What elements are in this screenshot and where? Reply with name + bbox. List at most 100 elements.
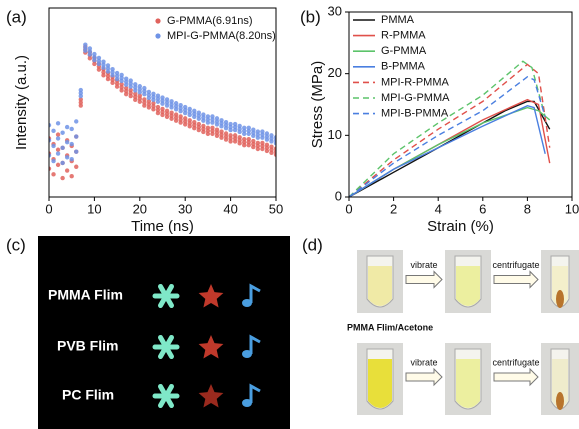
data-point	[219, 121, 224, 126]
data-point	[137, 99, 142, 104]
data-point	[205, 125, 211, 131]
data-point	[214, 116, 220, 121]
data-point	[133, 82, 138, 87]
data-point	[196, 110, 202, 115]
data-point	[232, 127, 238, 133]
plot: 0 2 4 6 8 10 0 10 20 30 Strain (%) Stress (MPa) PMMA…	[309, 3, 579, 235]
data-point	[237, 135, 242, 140]
axes-frame	[348, 11, 573, 198]
y-axis-label: Intensity (a.u.)	[13, 55, 30, 150]
data-point	[255, 143, 261, 149]
data-point	[196, 124, 202, 130]
data-point	[260, 132, 265, 137]
data-point	[101, 73, 106, 78]
data-point	[201, 118, 206, 123]
data-point	[264, 145, 270, 151]
data-point	[246, 136, 251, 142]
data-point	[119, 88, 124, 93]
data-point	[55, 121, 61, 126]
data-point	[60, 145, 65, 151]
data-point	[114, 70, 120, 76]
data-point	[192, 108, 197, 114]
data-point	[264, 134, 270, 139]
data-point	[169, 110, 174, 115]
data-point	[228, 121, 233, 127]
data-point	[160, 95, 165, 100]
data-point	[223, 137, 229, 142]
data-point	[205, 114, 211, 119]
x-tick-label: 50	[269, 201, 283, 216]
note-stem	[249, 334, 261, 354]
data-point	[146, 102, 152, 107]
data-point	[119, 82, 124, 87]
data-point	[219, 135, 224, 140]
data-point	[151, 101, 156, 106]
data-point	[251, 130, 256, 135]
data-point	[164, 108, 170, 114]
liquid	[368, 266, 392, 306]
data-point	[60, 130, 65, 135]
legend-label: G-PMMA	[381, 45, 427, 57]
data-point	[260, 143, 265, 149]
data-point	[242, 125, 247, 131]
data-point	[228, 133, 233, 138]
note-stem	[249, 383, 261, 403]
data-point	[123, 88, 129, 94]
data-point	[55, 151, 61, 156]
y-tick-label: 10	[328, 127, 342, 142]
x-tick-label: 20	[133, 201, 147, 216]
data-point	[214, 127, 220, 132]
data-point	[178, 102, 183, 108]
sediment	[556, 392, 564, 410]
axes-frame	[48, 7, 277, 198]
data-point	[264, 131, 270, 136]
data-point	[173, 101, 179, 106]
x-tick-label: 6	[479, 201, 486, 216]
data-point	[269, 147, 274, 152]
data-point	[183, 122, 188, 127]
data-point	[164, 100, 170, 105]
data-point	[101, 65, 106, 70]
x-tick-label: 40	[223, 201, 237, 216]
data-point	[255, 132, 261, 137]
data-point	[228, 136, 233, 141]
data-point	[142, 91, 147, 97]
data-point	[246, 131, 251, 137]
data-point	[123, 79, 129, 84]
data-point	[114, 81, 120, 86]
data-point	[228, 139, 233, 144]
data-point	[210, 120, 215, 125]
y-tick-label: 30	[328, 3, 342, 18]
data-point	[237, 129, 242, 135]
data-point	[160, 98, 165, 103]
data-point	[219, 132, 224, 137]
data-point	[242, 139, 247, 145]
data-point	[101, 59, 106, 64]
sediment	[556, 290, 564, 308]
step-label: centrifugate	[492, 357, 539, 367]
x-tick-label: 2	[390, 201, 397, 216]
data-point	[183, 110, 188, 116]
data-point	[201, 112, 206, 117]
data-point	[151, 107, 156, 112]
data-point	[105, 73, 111, 79]
data-point	[55, 162, 61, 168]
data-point	[196, 127, 202, 133]
data-point	[169, 99, 174, 104]
legend-label: MPI-G-PMMA(8.20ns)	[167, 30, 276, 42]
data-point	[187, 124, 192, 129]
arrow	[493, 270, 539, 289]
data-point	[128, 84, 133, 89]
snowflake-arm	[163, 283, 174, 299]
data-point	[87, 46, 93, 51]
data-point	[214, 119, 220, 124]
data-point	[196, 116, 202, 121]
data-point	[101, 70, 106, 75]
data-point	[246, 125, 251, 131]
data-point	[237, 141, 242, 146]
data-point	[223, 119, 229, 125]
data-point	[146, 92, 152, 98]
data-point	[237, 126, 242, 132]
data-point	[137, 90, 142, 95]
data-point	[251, 141, 256, 147]
